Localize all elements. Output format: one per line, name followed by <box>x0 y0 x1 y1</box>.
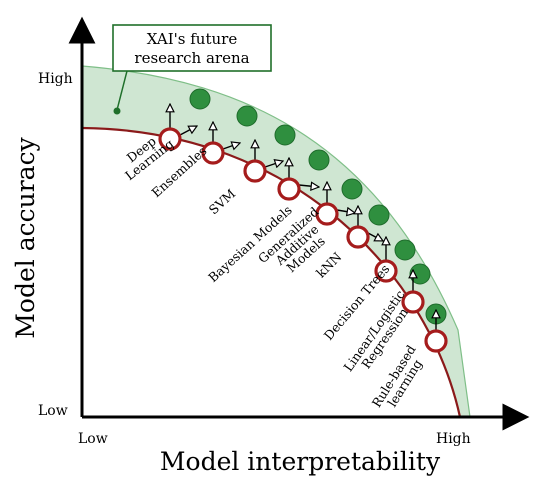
callout-line-2: research arena <box>134 49 249 67</box>
callout-leader <box>116 70 128 111</box>
interpretability-arrow <box>264 161 283 167</box>
future-method-marker <box>368 204 390 226</box>
callout-box <box>112 24 272 72</box>
future-method-marker <box>274 124 296 146</box>
method-label: SVM <box>206 186 239 218</box>
future-method-marker <box>394 239 416 261</box>
future-frontier-curve <box>81 65 471 418</box>
y-low-label: Low <box>38 403 68 419</box>
future-method-marker <box>189 88 211 110</box>
x-axis-title: Model interpretability <box>160 447 441 476</box>
x-high-label: High <box>436 431 471 447</box>
interpretability-arrow <box>367 232 383 241</box>
interpretability-arrow <box>336 210 355 213</box>
callout-line-1: XAI's future <box>147 30 238 48</box>
method-label: kNN <box>313 249 344 280</box>
future-method-marker <box>341 178 363 200</box>
current-method-marker <box>401 290 425 314</box>
current-method-marker <box>243 159 267 183</box>
current-method-marker <box>315 202 339 226</box>
current-method-marker <box>424 329 448 353</box>
current-method-marker <box>346 225 370 249</box>
current-method-marker <box>374 259 398 283</box>
interpretability-arrow <box>298 185 319 187</box>
interpretability-arrow <box>222 143 240 149</box>
current-method-marker <box>201 141 225 165</box>
future-method-marker <box>308 149 330 171</box>
y-high-label: High <box>38 71 73 87</box>
current-method-marker <box>158 127 182 151</box>
y-axis-title: Model accuracy <box>11 136 40 338</box>
interpretability-arrow <box>179 125 197 136</box>
x-low-label: Low <box>78 431 108 447</box>
current-method-marker <box>277 177 301 201</box>
future-method-marker <box>236 105 258 127</box>
callout-leader-dot <box>113 107 121 115</box>
